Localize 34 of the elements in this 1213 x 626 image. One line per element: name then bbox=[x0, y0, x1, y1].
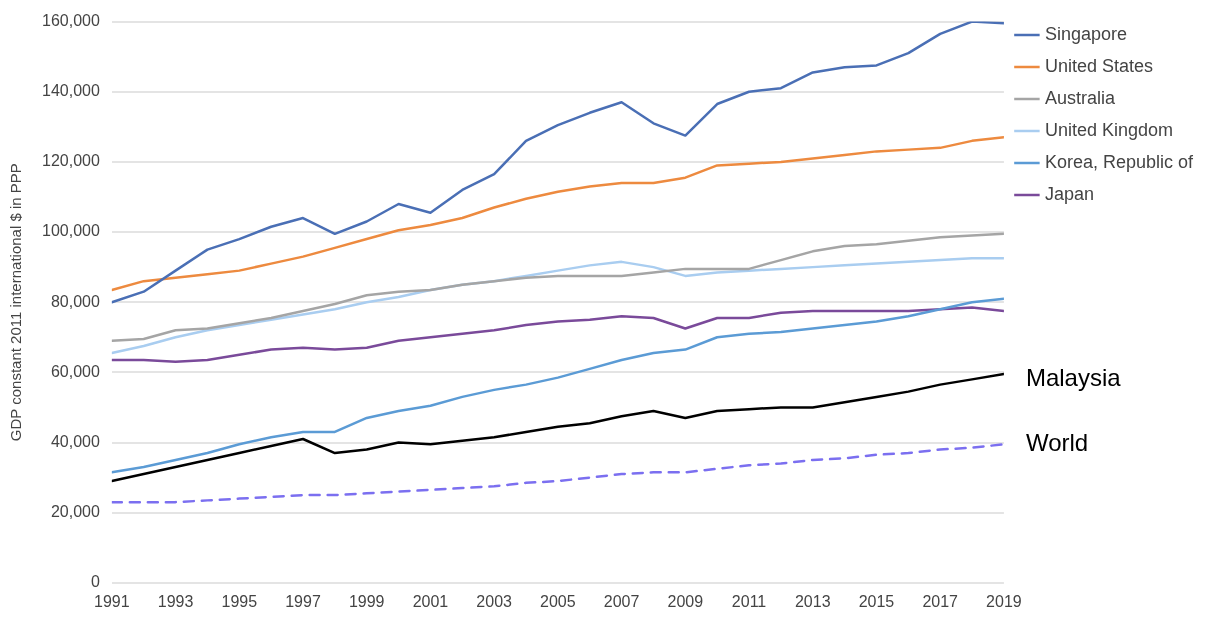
line-series bbox=[111, 443, 1004, 504]
y-tick-label: 100,000 bbox=[41, 222, 100, 240]
x-tick-label: 2003 bbox=[476, 592, 513, 610]
legend-label: United Kingdom bbox=[1044, 119, 1173, 140]
annotation: Malaysia bbox=[1025, 363, 1122, 391]
x-tick-label: 2001 bbox=[412, 592, 449, 610]
x-tick-label: 1997 bbox=[285, 592, 321, 610]
x-tick-label: 2007 bbox=[603, 592, 640, 610]
y-tick-label: 60,000 bbox=[50, 362, 100, 380]
y-tick-label: 20,000 bbox=[50, 503, 100, 521]
x-tick-label: 2017 bbox=[922, 592, 959, 610]
legend-label: Australia bbox=[1044, 87, 1116, 108]
y-tick-label: 80,000 bbox=[50, 292, 100, 310]
x-tick-label: 1999 bbox=[348, 592, 385, 610]
x-tick-label: 2005 bbox=[540, 592, 576, 610]
x-tick-label: 2011 bbox=[731, 592, 767, 610]
y-tick-label: 0 bbox=[90, 573, 100, 591]
x-tick-label: 2013 bbox=[794, 592, 831, 610]
y-tick-label: 160,000 bbox=[41, 12, 100, 30]
legend-label: Korea, Republic of bbox=[1044, 151, 1194, 172]
x-tick-label: 2009 bbox=[667, 592, 704, 610]
x-tick-label: 1995 bbox=[221, 592, 258, 610]
x-tick-label: 2015 bbox=[858, 592, 895, 610]
y-tick-label: 140,000 bbox=[41, 82, 100, 100]
y-tick-label: 120,000 bbox=[41, 152, 100, 170]
annotation: World bbox=[1025, 428, 1089, 456]
legend-label: Japan bbox=[1044, 183, 1094, 204]
x-tick-label: 1991 bbox=[94, 592, 130, 610]
y-axis-title: GDP constant 2011 international $ in PPP bbox=[7, 163, 25, 442]
y-tick-label: 40,000 bbox=[50, 432, 100, 450]
legend-label: United States bbox=[1044, 55, 1153, 76]
x-tick-label: 2019 bbox=[986, 592, 1022, 610]
x-tick-label: 1993 bbox=[157, 592, 194, 610]
legend-label: Singapore bbox=[1044, 23, 1127, 44]
